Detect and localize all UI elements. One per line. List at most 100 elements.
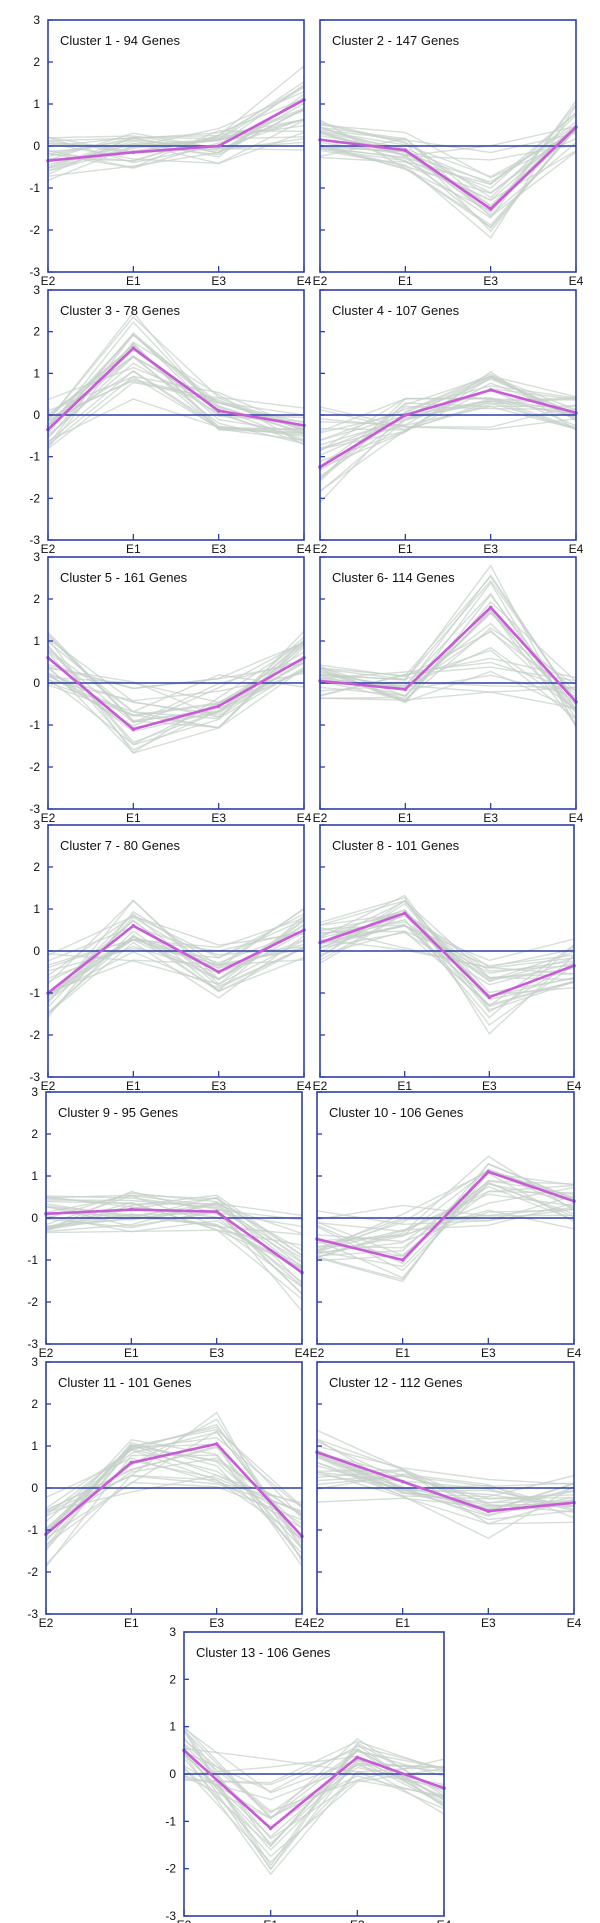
y-tick-label: 3 bbox=[33, 550, 40, 564]
gene-trace bbox=[48, 86, 304, 172]
mean-point-e3 bbox=[214, 1209, 219, 1214]
mean-point-e3 bbox=[486, 1170, 491, 1174]
x-tick-label-e4: E4 bbox=[297, 811, 312, 825]
mean-profile-line bbox=[319, 911, 575, 999]
mean-point-e3 bbox=[216, 970, 221, 974]
gene-profile-traces bbox=[317, 1155, 574, 1283]
gene-trace bbox=[320, 924, 574, 1008]
gene-trace bbox=[317, 1445, 574, 1485]
x-tick-label-e4: E4 bbox=[297, 542, 312, 556]
x-tick-label-e3: E3 bbox=[209, 1346, 224, 1360]
y-tick-label: -1 bbox=[29, 986, 40, 1000]
y-tick-label: 0 bbox=[31, 1481, 38, 1495]
y-tick-label: 0 bbox=[31, 1211, 38, 1225]
mean-profile-line bbox=[47, 656, 305, 731]
x-tick-label-e2: E2 bbox=[310, 1616, 325, 1630]
gene-trace bbox=[48, 633, 304, 723]
mean-point-e1 bbox=[403, 413, 408, 417]
gene-trace bbox=[184, 1727, 444, 1805]
gene-trace bbox=[317, 1169, 574, 1251]
mean-point-e1 bbox=[129, 1207, 134, 1212]
x-tick-label-e1: E1 bbox=[397, 1079, 412, 1093]
gene-profile-traces bbox=[48, 630, 304, 754]
mean-point-e1 bbox=[129, 1461, 134, 1465]
gene-trace bbox=[46, 1457, 302, 1504]
gene-trace bbox=[48, 140, 304, 154]
y-tick-label: 0 bbox=[33, 676, 40, 690]
x-tick-label-e3: E3 bbox=[350, 1918, 365, 1923]
x-tick-label-e1: E1 bbox=[126, 274, 141, 288]
y-tick-label: -3 bbox=[165, 1909, 176, 1923]
y-tick-label: 1 bbox=[31, 1169, 38, 1183]
gene-trace bbox=[320, 103, 576, 214]
y-tick-label: 0 bbox=[33, 944, 40, 958]
x-tick-label-e1: E1 bbox=[398, 274, 413, 288]
y-tick-label: 1 bbox=[31, 1439, 38, 1453]
x-tick-label-e2: E2 bbox=[41, 1079, 56, 1093]
y-tick-label: -2 bbox=[29, 760, 40, 774]
gene-trace bbox=[320, 649, 576, 720]
cluster-title: Cluster 6- 114 Genes bbox=[332, 570, 455, 585]
y-tick-label: -2 bbox=[29, 223, 40, 237]
x-tick-label-e3: E3 bbox=[211, 274, 226, 288]
x-tick-label-e4: E4 bbox=[295, 1346, 310, 1360]
gene-trace bbox=[184, 1753, 444, 1876]
gene-trace bbox=[320, 680, 576, 709]
x-tick-label-e3: E3 bbox=[482, 1079, 497, 1093]
x-tick-label-e1: E1 bbox=[398, 811, 413, 825]
gene-trace bbox=[48, 316, 304, 421]
y-tick-label: -2 bbox=[165, 1862, 176, 1876]
gene-trace bbox=[320, 375, 576, 467]
y-tick-label: 3 bbox=[33, 283, 40, 297]
cluster-panel-11: 3 2 1 0 -1 -2 -3E2 E1 E3 E4 Cluster 11 - 101 Genes bbox=[27, 1355, 309, 1630]
mean-point-e1 bbox=[403, 148, 408, 152]
cluster-panel-4: E2 E1 E3 E4 Cluster 4 - 107 Genes bbox=[313, 289, 584, 556]
gene-trace bbox=[46, 1474, 302, 1515]
gene-trace bbox=[317, 1163, 574, 1265]
gene-trace bbox=[48, 398, 304, 442]
y-tick-label: 3 bbox=[31, 1355, 38, 1369]
y-tick-label: -1 bbox=[165, 1814, 176, 1828]
x-tick-label-e3: E3 bbox=[211, 542, 226, 556]
gene-trace bbox=[320, 137, 576, 218]
gene-trace bbox=[317, 1172, 574, 1257]
mean-point-e3 bbox=[488, 388, 493, 392]
x-tick-label-e4: E4 bbox=[567, 1346, 582, 1360]
x-tick-label-e4: E4 bbox=[567, 1079, 582, 1093]
y-tick-label: -3 bbox=[29, 265, 40, 279]
gene-trace bbox=[317, 1473, 574, 1519]
x-tick-label-e2: E2 bbox=[310, 1346, 325, 1360]
mean-point-e3 bbox=[486, 1509, 491, 1513]
mean-profile-line bbox=[319, 606, 577, 703]
gene-trace bbox=[46, 1197, 302, 1272]
x-tick-label-e4: E4 bbox=[569, 274, 584, 288]
gene-trace bbox=[317, 1470, 574, 1525]
gene-trace bbox=[320, 405, 576, 449]
y-tick-label: -3 bbox=[27, 1607, 38, 1621]
mean-point-e3 bbox=[488, 605, 493, 610]
y-tick-label: 3 bbox=[169, 1625, 176, 1639]
x-tick-label-e4: E4 bbox=[297, 274, 312, 288]
mean-point-e3 bbox=[488, 207, 493, 211]
gene-trace bbox=[320, 130, 576, 178]
gene-trace bbox=[48, 630, 304, 746]
gene-trace bbox=[48, 355, 304, 433]
mean-profile-line bbox=[47, 346, 305, 431]
mean-point-e3 bbox=[214, 1442, 219, 1446]
x-tick-label-e1: E1 bbox=[126, 542, 141, 556]
y-tick-label: 2 bbox=[33, 325, 40, 339]
mean-point-e1 bbox=[402, 911, 407, 915]
mean-profile-line bbox=[45, 1208, 303, 1274]
cluster-panel-6: E2 E1 E3 E4 Cluster 6- 114 Genes bbox=[313, 556, 584, 825]
y-tick-label: 2 bbox=[33, 860, 40, 874]
gene-trace bbox=[48, 915, 304, 956]
x-tick-label-e4: E4 bbox=[569, 542, 584, 556]
x-tick-label-e2: E2 bbox=[41, 811, 56, 825]
mean-profile-line bbox=[316, 1170, 575, 1262]
y-tick-label: 3 bbox=[31, 1085, 38, 1099]
y-tick-label: 1 bbox=[33, 97, 40, 111]
y-tick-label: -1 bbox=[27, 1523, 38, 1537]
gene-trace bbox=[317, 1438, 574, 1510]
x-tick-label-e1: E1 bbox=[124, 1346, 139, 1360]
y-tick-label: -1 bbox=[29, 450, 40, 464]
